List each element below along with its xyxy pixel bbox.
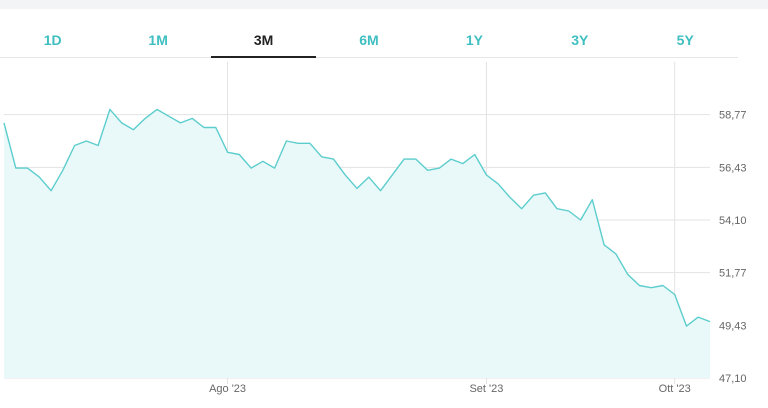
y-tick-label: 56,43 [719, 162, 747, 174]
price-line [3, 108, 711, 327]
tab-1y[interactable]: 1Y [421, 22, 528, 58]
y-tick-label: 49,43 [719, 320, 747, 332]
y-tick-label: 54,10 [719, 215, 747, 227]
period-tabs: 1D 1M 3M 6M 1Y 3Y 5Y [0, 22, 738, 58]
y-tick-label: 58,77 [719, 110, 747, 122]
tab-5y[interactable]: 5Y [632, 22, 738, 58]
y-tick-label: 51,77 [719, 268, 747, 280]
tab-3m[interactable]: 3M [210, 22, 317, 58]
tab-6m[interactable]: 6M [316, 22, 422, 58]
x-tick-label: Ago '23 [209, 383, 246, 395]
tab-1m[interactable]: 1M [105, 22, 211, 58]
tab-3y[interactable]: 3Y [527, 22, 633, 58]
y-tick-label: 47,10 [719, 373, 747, 385]
price-area [4, 109, 710, 379]
top-strip [0, 0, 768, 9]
x-tick-label: Set '23 [469, 383, 503, 395]
price-chart: 47,10 49,43 51,77 54,10 56,43 58,77 Ago '23 Set… [3, 62, 747, 395]
tab-1d[interactable]: 1D [0, 22, 106, 58]
x-tick-label: Ott '23 [659, 383, 691, 395]
